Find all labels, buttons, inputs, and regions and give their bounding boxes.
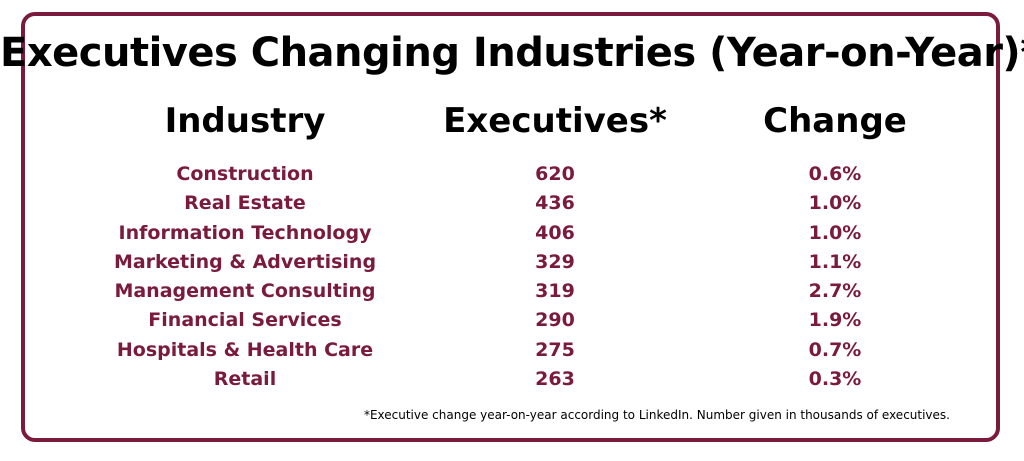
table-row: Financial Services 290 1.9%: [0, 306, 1024, 335]
industry-cell: Retail: [213, 368, 277, 391]
table-row: Retail 263 0.3%: [0, 365, 1024, 394]
change-cell: 1.1%: [808, 250, 862, 273]
change-cell: 1.0%: [808, 221, 862, 244]
change-cell: 0.7%: [808, 338, 862, 361]
executives-cell: 406: [535, 221, 575, 244]
table-row: Management Consulting 319 2.7%: [0, 277, 1024, 306]
industry-cell: Construction: [176, 163, 314, 185]
table-row: Hospitals & Health Care 275 0.7%: [0, 336, 1024, 365]
column-header-change: Change: [763, 101, 907, 141]
industry-cell: Management Consulting: [114, 280, 376, 303]
industry-cell: Financial Services: [148, 309, 342, 332]
industry-cell: Information Technology: [118, 221, 372, 244]
footnote: *Executive change year-on-year according…: [363, 408, 950, 422]
executives-cell: 290: [535, 309, 575, 332]
table-row: Construction 620 0.6%: [0, 160, 1024, 189]
executives-cell: 275: [535, 338, 575, 361]
table-body: Construction 620 0.6% Real Estate 436 1.…: [0, 160, 1024, 394]
executives-cell: 329: [535, 250, 575, 273]
industry-cell: Marketing & Advertising: [113, 250, 377, 273]
industry-cell: Real Estate: [184, 192, 306, 215]
industry-cell: Hospitals & Health Care: [116, 338, 374, 361]
table-row: Information Technology 406 1.0%: [0, 219, 1024, 248]
change-cell: 1.0%: [808, 192, 862, 215]
change-cell: 1.9%: [808, 309, 862, 332]
change-cell: 0.6%: [808, 163, 862, 185]
executives-cell: 620: [535, 163, 575, 185]
executives-cell: 436: [535, 192, 575, 215]
change-cell: 2.7%: [808, 280, 862, 303]
column-header-industry: Industry: [164, 101, 326, 141]
table-row: Marketing & Advertising 329 1.1%: [0, 248, 1024, 277]
table-row: Real Estate 436 1.0%: [0, 189, 1024, 218]
chart-title: Executives Changing Industries (Year-on-…: [0, 30, 1024, 76]
change-cell: 0.3%: [808, 368, 862, 391]
executives-cell: 319: [535, 280, 575, 303]
table-frame: [21, 12, 1000, 442]
executives-cell: 263: [535, 368, 575, 391]
column-header-executives: Executives*: [443, 101, 667, 141]
